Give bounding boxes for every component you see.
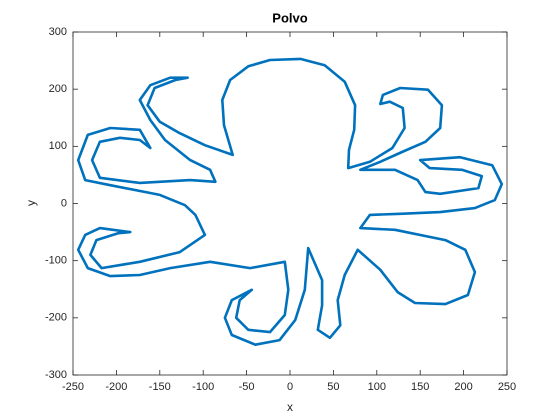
y-tick-label: -300 (45, 369, 67, 381)
y-tick-label: -200 (45, 312, 67, 324)
x-tick-label: -50 (239, 381, 255, 393)
y-tick-label: 300 (49, 26, 67, 38)
x-tick-label: -250 (62, 381, 84, 393)
x-tick-label: 250 (498, 381, 516, 393)
y-tick-label: -100 (45, 255, 67, 267)
y-axis-label: y (24, 200, 38, 206)
y-tick-label: 200 (49, 83, 67, 95)
x-tick-label: -150 (149, 381, 171, 393)
x-tick-label: 50 (327, 381, 339, 393)
x-tick-label: 0 (287, 381, 293, 393)
data-line (76, 57, 504, 346)
plot-area (72, 31, 508, 376)
y-tick-label: 100 (49, 140, 67, 152)
x-axis-label: x (287, 400, 293, 414)
x-tick-label: 100 (368, 381, 386, 393)
x-tick-label: 150 (411, 381, 429, 393)
chart-title: Polvo (272, 10, 307, 25)
y-tick-label: 0 (61, 197, 67, 209)
x-tick-label: 200 (454, 381, 472, 393)
x-tick-label: -200 (105, 381, 127, 393)
x-tick-label: -100 (192, 381, 214, 393)
